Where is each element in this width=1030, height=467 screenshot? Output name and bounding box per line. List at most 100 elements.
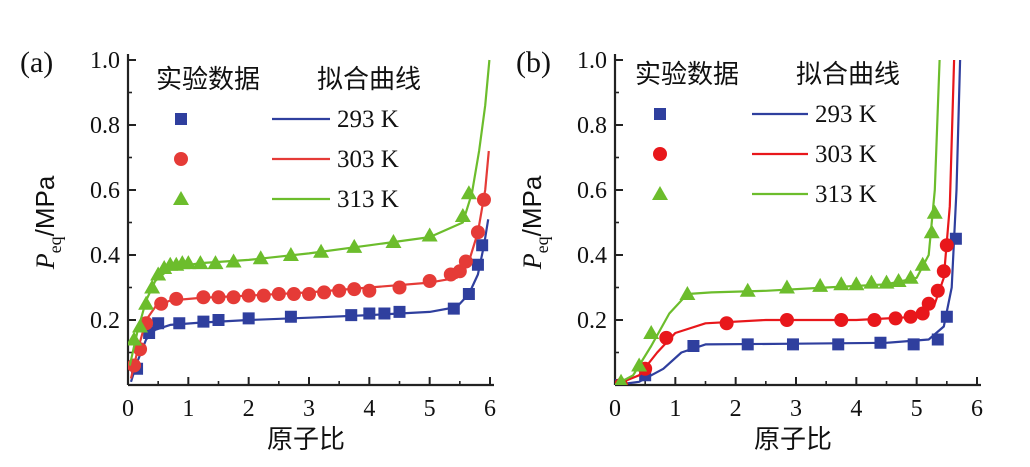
x-tick-label: 3 [303,396,315,422]
data-point [282,247,299,261]
data-point [422,274,437,288]
x-tick-label: 6 [484,396,496,422]
data-point [779,313,794,327]
data-point [332,283,347,298]
series-303k [128,150,491,379]
data-point [902,269,919,284]
data-point [225,253,242,268]
data-point [890,273,907,287]
x-tick-label: 1 [669,396,681,422]
legend-label: 293 K [815,101,877,128]
data-point [138,295,155,310]
data-point [392,280,407,295]
series-303k [615,59,956,385]
x-tick-label: 3 [790,396,802,422]
data-point [930,283,945,298]
legend-marker [652,186,668,200]
data-point [739,282,756,297]
data-point [867,313,882,327]
data-point [931,333,944,346]
data-point [848,276,865,291]
panel-label: (a) [20,46,53,79]
data-point [741,338,754,351]
legend-marker [653,147,667,161]
data-point [786,338,799,351]
data-point [363,307,376,320]
legend: 实验数据 拟合曲线 293 K 303 K 313 K [156,65,421,213]
data-point [643,325,660,339]
chart-panel-a: 0 1 2 3 4 5 6 0.2 0.4 0.6 0.8 1.0 原子比 Peq/MPa (a) 实验数据 拟… [20,46,496,455]
data-point [252,250,269,265]
legend-label: 303 K [815,141,877,168]
data-point [903,309,918,324]
data-point [144,279,161,294]
data-point [863,274,880,289]
x-axis-title: 原子比 [754,425,832,455]
data-point [362,283,377,298]
y-axis-title-symbol: P [518,253,547,270]
legend-marker [174,152,188,166]
data-point [241,288,256,303]
data-point [936,264,951,279]
data-point [152,317,165,330]
data-point [914,256,931,271]
data-point [460,185,477,200]
data-point [476,239,489,252]
data-point [242,312,255,325]
data-point [923,224,940,239]
y-tick-label: 1.0 [90,48,120,74]
legend-marker [654,108,666,120]
data-point [169,291,184,306]
data-point [659,330,674,345]
panel-label: (b) [516,46,551,79]
data-point [196,290,211,305]
data-point [133,342,148,357]
y-axis-title-unit: /MPa [517,175,547,236]
legend: 实验数据 拟合曲线 293 K 303 K 313 K [635,60,900,208]
data-point [476,192,491,207]
data-point [907,338,920,351]
data-point [128,331,143,346]
data-point [347,282,362,297]
x-tick-label: 4 [363,396,375,422]
x-tick-label: 5 [911,396,923,422]
data-point [832,338,845,351]
chart-panel-b: 0 1 2 3 4 5 6 0.2 0.4 0.6 0.8 1.0 原子比 Peq/MPa (b) 实验数据 拟… [516,46,983,455]
data-point [687,340,700,352]
data-point [471,258,484,271]
data-point [286,287,301,301]
series-293k [129,219,490,383]
fit-curve [128,59,491,366]
x-tick-label: 4 [850,396,862,422]
data-point [421,227,438,242]
data-point [346,238,363,253]
data-point [385,234,402,248]
data-point [926,204,943,219]
data-point [921,296,936,311]
legend-label: 303 K [337,146,399,173]
legend-header-experimental: 实验数据 [156,65,260,95]
data-point [197,315,210,328]
y-tick-label: 0.6 [90,178,120,204]
plot-area [128,59,491,383]
y-axis-title: Peq/MPa [517,175,552,270]
y-axis-title-subscript: eq [532,236,552,253]
legend-marker [175,113,187,125]
legend-header-fit: 拟合曲线 [796,60,900,90]
data-point [317,285,332,300]
data-point [256,288,271,303]
data-point [888,311,903,326]
data-point [615,373,628,385]
data-point [470,225,485,240]
x-tick-label: 2 [730,396,742,422]
x-tick-label: 0 [609,396,621,422]
data-point [173,317,186,330]
data-point [192,255,209,270]
data-point [679,286,696,300]
y-axis-title-unit: /MPa [30,175,60,236]
data-point [128,358,142,373]
legend-header-fit: 拟合曲线 [317,65,421,95]
y-tick-label: 1.0 [577,48,607,74]
x-tick-label: 6 [971,396,983,422]
